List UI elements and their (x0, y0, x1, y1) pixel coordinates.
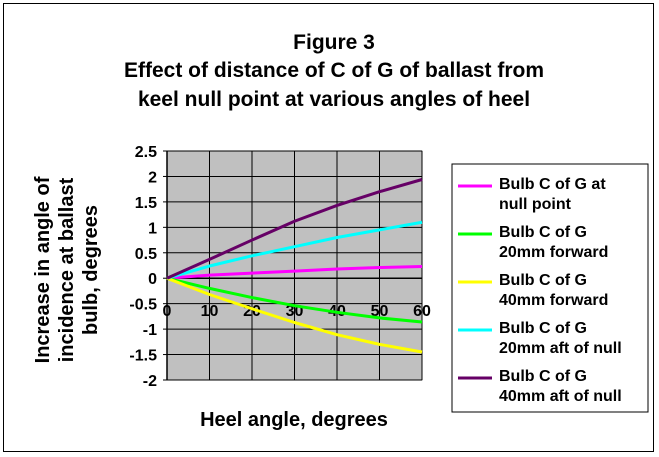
series-line-1 (166, 265, 423, 280)
y-tick-label: 2 (148, 169, 157, 186)
x-tick-label: 10 (201, 303, 219, 320)
y-tick-label: 0.5 (135, 246, 157, 263)
series-line-5 (166, 178, 423, 280)
chart-frame: Figure 3 Effect of distance of C of G of… (3, 3, 654, 452)
y-tick-label: 2.5 (135, 144, 157, 161)
x-tick-label: 60 (413, 303, 431, 320)
series-line-3 (166, 276, 423, 354)
y-tick-label: -1 (143, 322, 157, 339)
series-line-4 (166, 220, 423, 280)
legend-box (451, 163, 649, 413)
chart-title-line-3: keel null point at various angles of hee… (138, 88, 530, 111)
legend-label-3: 40mm forward (499, 292, 608, 309)
legend-label-3: Bulb C of G (499, 272, 587, 289)
legend-label-4: 20mm aft of null (499, 340, 622, 357)
legend-label-1: Bulb C of G at (499, 176, 606, 193)
legend-label-2: Bulb C of G (499, 224, 587, 241)
y-tick-label: -1.5 (129, 348, 157, 365)
y-axis-title-line-2: incidence at ballast (56, 177, 78, 362)
legend: Bulb C of G at null point Bulb C of G 20mm … (451, 163, 649, 413)
chart-title-line-1: Figure 3 (293, 31, 375, 54)
y-axis-title-line-1: Increase in angle of (32, 176, 54, 363)
legend-label-4: Bulb C of G (499, 320, 587, 337)
legend-label-5: 40mm aft of null (499, 388, 622, 405)
y-tick-label: 1 (148, 220, 157, 237)
x-axis-title: Heel angle, degrees (200, 409, 388, 431)
plot-area: 2.521.510.50-0.5-1-1.5-20 10 20 30 40 50 60 (129, 144, 431, 390)
legend-label-1: null point (499, 196, 572, 213)
y-tick-label: 0 (148, 271, 157, 288)
x-tick-label: 0 (163, 303, 172, 320)
chart-title-line-2: Effect of distance of C of G of ballast … (124, 59, 544, 82)
chart-title: Figure 3 Effect of distance of C of G of… (124, 31, 544, 111)
series-line-2 (166, 276, 423, 324)
y-axis-title: Increase in angle of incidence at ballas… (32, 176, 102, 363)
y-tick-label: -0.5 (129, 297, 157, 314)
legend-label-2: 20mm forward (499, 244, 608, 261)
y-tick-label: -2 (143, 373, 157, 390)
y-axis-title-line-3: bulb, degrees (80, 205, 102, 335)
legend-label-5: Bulb C of G (499, 368, 587, 385)
y-tick-label: 1.5 (135, 195, 157, 212)
chart-svg: Figure 3 Effect of distance of C of G of… (32, 31, 649, 431)
